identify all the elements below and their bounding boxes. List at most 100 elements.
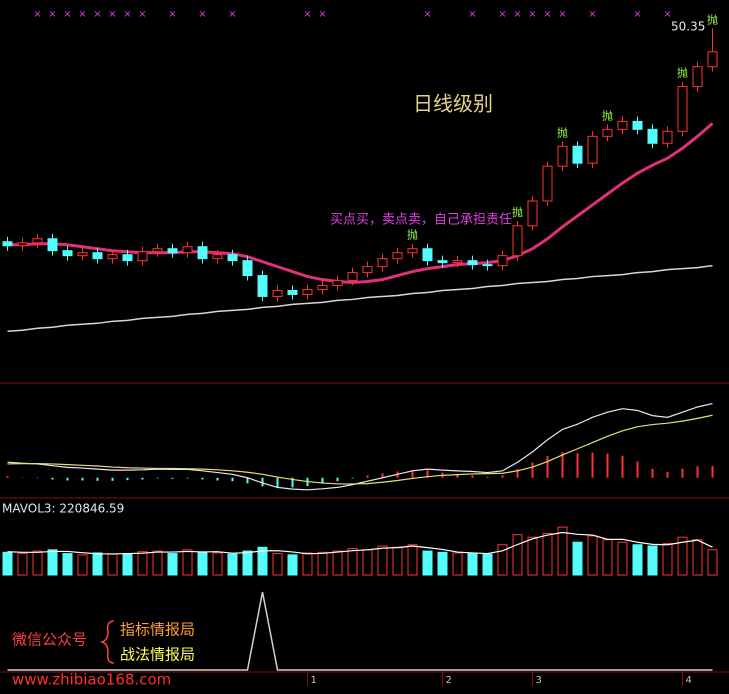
volume-bar xyxy=(347,548,358,576)
sell-mark: 抛 xyxy=(407,228,418,242)
volume-bar xyxy=(407,544,418,576)
signal-mark: × xyxy=(318,9,326,20)
signal-mark: × xyxy=(498,9,506,20)
sell-mark: 抛 xyxy=(557,125,568,139)
candle-body xyxy=(467,260,478,266)
volume-bar xyxy=(527,536,538,576)
watermark-line: 指标情报局 xyxy=(120,621,195,639)
candle-body xyxy=(497,255,508,267)
volume-bar xyxy=(707,549,718,576)
candle-body xyxy=(632,120,643,130)
volume-bar xyxy=(557,526,568,576)
volume-bar xyxy=(497,544,508,576)
signal-mark: × xyxy=(543,9,551,20)
volume-bar xyxy=(542,532,553,576)
candle-body xyxy=(527,200,538,227)
volume-bar xyxy=(482,553,493,576)
signal-mark: × xyxy=(63,9,71,20)
volume-bar xyxy=(422,550,433,576)
volume-bar xyxy=(62,553,73,576)
volume-bar xyxy=(182,549,193,576)
candle-body xyxy=(272,289,283,297)
volume-bar xyxy=(647,545,658,576)
candle-body xyxy=(452,260,463,264)
signal-mark: × xyxy=(303,9,311,20)
candle-body xyxy=(392,252,403,260)
volume-bar xyxy=(467,553,478,576)
volume-bar xyxy=(302,552,313,576)
signal-mark: × xyxy=(198,9,206,20)
candle-body xyxy=(152,248,163,253)
volume-bar xyxy=(107,553,118,576)
candle-body xyxy=(17,242,28,247)
signal-mark: × xyxy=(633,9,641,20)
volume-bar xyxy=(362,549,373,576)
volume-bar xyxy=(32,550,43,576)
candle-body xyxy=(407,248,418,254)
candle-body xyxy=(212,254,223,260)
candle-body xyxy=(2,241,13,247)
candle-body xyxy=(692,66,703,88)
volume-bar xyxy=(212,552,223,576)
volume-bar xyxy=(437,551,448,576)
sell-mark: 抛 xyxy=(512,205,523,219)
signal-mark: × xyxy=(168,9,176,20)
volume-bar xyxy=(452,552,463,576)
volume-bar xyxy=(257,546,268,576)
volume-bar xyxy=(287,554,298,576)
candle-body xyxy=(287,289,298,295)
candle-body xyxy=(362,266,373,274)
candle-body xyxy=(332,280,343,287)
ma-line xyxy=(7,414,713,485)
signal-mark: × xyxy=(78,9,86,20)
candle-body xyxy=(572,145,583,164)
candle-body xyxy=(137,251,148,262)
annotation: 买点买，卖点卖，自己承担责任 xyxy=(330,213,512,228)
candle-body xyxy=(227,254,238,262)
volume-bar xyxy=(377,545,388,576)
volume-bar xyxy=(47,549,58,576)
ma-line xyxy=(7,122,714,285)
volume-bar xyxy=(617,541,628,576)
candle-body xyxy=(257,275,268,297)
volume-bar xyxy=(512,534,523,576)
x-tick-label: 4 xyxy=(686,675,692,686)
volume-bar xyxy=(692,539,703,576)
candle-body xyxy=(542,165,553,202)
candle-body xyxy=(482,264,493,267)
max-label: 50.35 xyxy=(671,20,705,34)
candle-body xyxy=(437,260,448,264)
signal-mark: × xyxy=(513,9,521,20)
signal-mark: × xyxy=(33,9,41,20)
ma-line xyxy=(7,402,713,491)
sell-mark: 抛 xyxy=(602,108,613,122)
brace xyxy=(99,620,115,664)
candle-body xyxy=(602,128,613,137)
candle-body xyxy=(197,246,208,260)
candle-body xyxy=(317,285,328,290)
chart-title: 日线级别 xyxy=(413,92,493,116)
candle-body xyxy=(77,252,88,257)
volume-title: MAVOL3: 220846.59 xyxy=(2,502,124,516)
candle-body xyxy=(707,51,718,68)
candle-body xyxy=(167,248,178,254)
volume-bar xyxy=(2,551,13,576)
watermark-line: 战法情报局 xyxy=(120,646,195,664)
ma-line xyxy=(7,264,713,333)
candle-body xyxy=(662,130,673,144)
x-tick-label: 3 xyxy=(536,675,542,686)
signal-mark: × xyxy=(558,9,566,20)
volume-bar xyxy=(152,550,163,576)
volume-bar xyxy=(587,535,598,576)
signal-mark: × xyxy=(663,9,671,20)
candle-body xyxy=(587,135,598,164)
volume-bar xyxy=(242,550,253,576)
signal-mark: × xyxy=(528,9,536,20)
candle-body xyxy=(62,250,73,257)
signal-mark: × xyxy=(93,9,101,20)
candle-body xyxy=(92,252,103,260)
signal-mark: × xyxy=(423,9,431,20)
watermark-label: 微信公众号 xyxy=(12,631,87,649)
volume-bar xyxy=(602,539,613,576)
